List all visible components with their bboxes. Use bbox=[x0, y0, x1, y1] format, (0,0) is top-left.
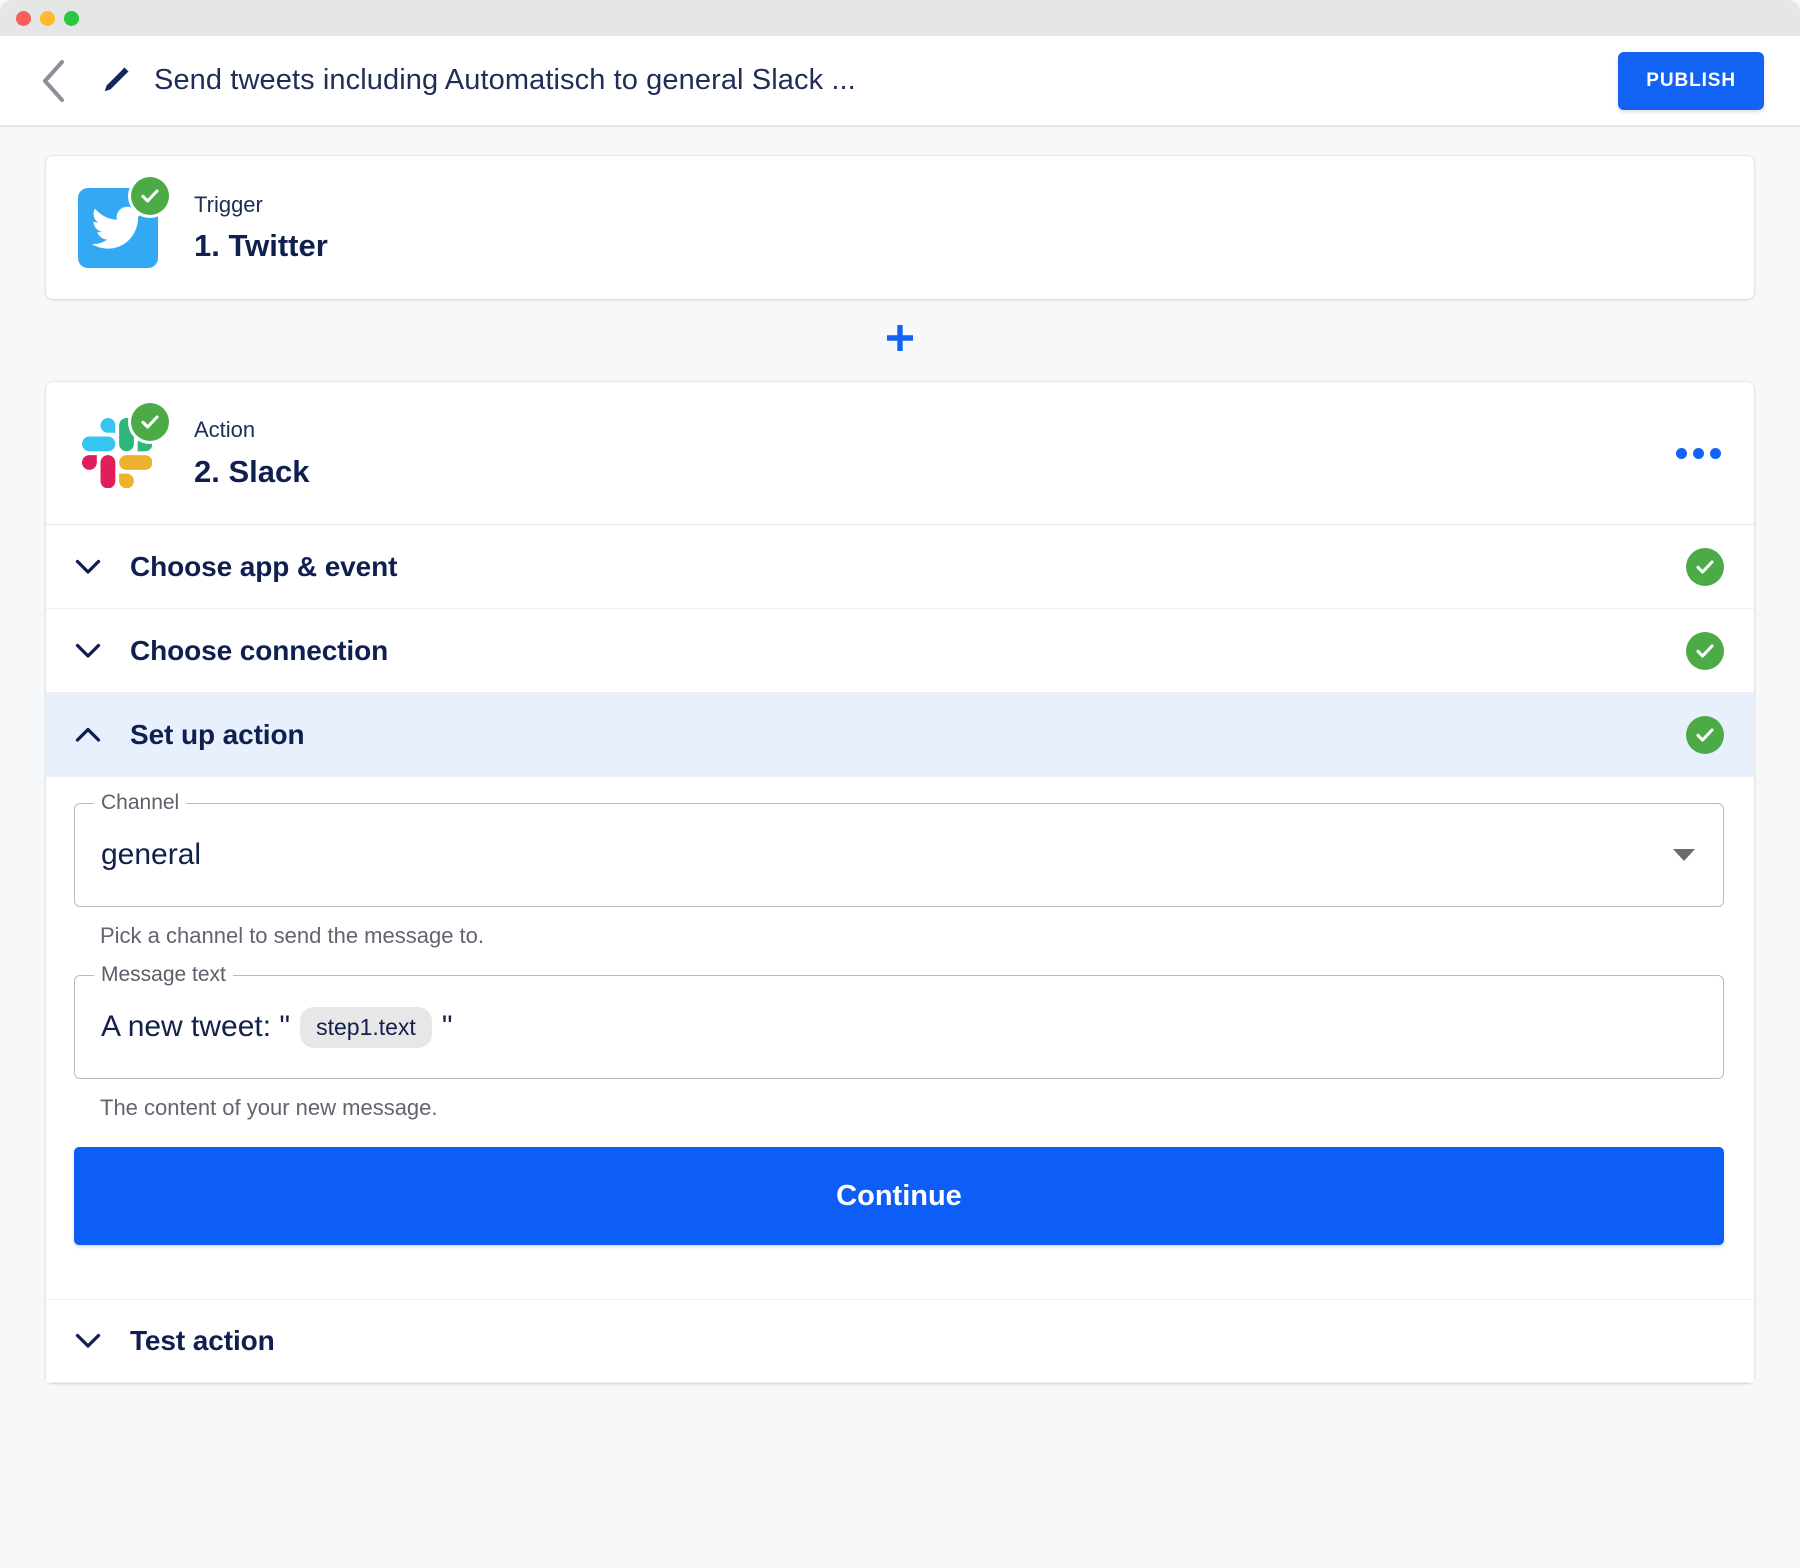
publish-button[interactable]: PUBLISH bbox=[1618, 51, 1764, 110]
check-circle-icon bbox=[1686, 631, 1724, 670]
window-minimize-button[interactable] bbox=[40, 10, 55, 26]
check-circle-icon bbox=[1686, 715, 1724, 754]
action-step-header[interactable]: Action 2. Slack bbox=[46, 382, 1754, 525]
channel-value: general bbox=[101, 838, 202, 871]
pencil-icon[interactable] bbox=[98, 64, 132, 98]
chevron-down-icon bbox=[46, 1333, 130, 1349]
channel-helper-text: Pick a channel to send the message to. bbox=[100, 923, 485, 948]
accordion-choose-connection[interactable]: Choose connection bbox=[46, 609, 1754, 693]
chevron-left-icon bbox=[40, 59, 66, 103]
chevron-down-icon bbox=[46, 559, 130, 575]
message-prefix: A new tweet: " bbox=[101, 1010, 291, 1043]
message-suffix: " bbox=[441, 1010, 453, 1043]
check-circle-icon bbox=[131, 177, 169, 215]
message-text-input[interactable]: Message text A new tweet: " step1.text " bbox=[74, 964, 1724, 1079]
action-app-icon-wrap bbox=[78, 402, 171, 500]
set-up-action-body: Channel general Pick a channel to send t… bbox=[46, 777, 1754, 1299]
accordion-label: Choose app & event bbox=[130, 550, 398, 582]
accordion-label: Set up action bbox=[130, 718, 305, 750]
trigger-step-kind: Trigger bbox=[194, 191, 263, 217]
channel-field-label: Channel bbox=[94, 792, 187, 813]
accordion-label: Test action bbox=[130, 1325, 275, 1356]
slack-icon bbox=[78, 414, 156, 492]
step-connector bbox=[46, 299, 1754, 382]
action-step-kind: Action bbox=[194, 417, 256, 443]
more-menu-button[interactable] bbox=[1672, 431, 1724, 475]
add-step-button[interactable] bbox=[878, 319, 922, 363]
window-titlebar bbox=[0, 0, 1800, 36]
action-step-meta: Action 2. Slack bbox=[194, 416, 1672, 490]
ellipsis-icon bbox=[1675, 447, 1687, 459]
ellipsis-icon bbox=[1692, 447, 1704, 459]
back-button[interactable] bbox=[30, 58, 76, 104]
action-step-card: Action 2. Slack Choose app & event bbox=[46, 382, 1754, 1383]
channel-field-block: Channel general Pick a channel to send t… bbox=[74, 792, 1724, 949]
trigger-step-meta: Trigger 1. Twitter bbox=[194, 191, 328, 265]
chevron-up-icon bbox=[46, 727, 130, 743]
chevron-down-icon bbox=[46, 643, 130, 659]
accordion-label: Choose connection bbox=[130, 634, 389, 666]
check-circle-icon bbox=[131, 402, 169, 441]
channel-select[interactable]: Channel general bbox=[74, 792, 1724, 907]
setup-footer-spacer bbox=[74, 1245, 1724, 1299]
message-field-label: Message text bbox=[94, 964, 233, 985]
check-circle-icon bbox=[1686, 547, 1724, 586]
trigger-step-card[interactable]: Trigger 1. Twitter bbox=[46, 156, 1754, 299]
accordion-choose-app-event[interactable]: Choose app & event bbox=[46, 525, 1754, 609]
message-value: A new tweet: " step1.text " bbox=[101, 1006, 453, 1048]
window-maximize-button[interactable] bbox=[64, 10, 79, 26]
page-title: Send tweets including Automatisch to gen… bbox=[154, 64, 856, 96]
action-step-title: 2. Slack bbox=[194, 453, 310, 489]
dropdown-caret-icon[interactable] bbox=[1673, 849, 1695, 861]
accordion-set-up-action[interactable]: Set up action bbox=[46, 693, 1754, 777]
accordion-test-action[interactable]: Test action bbox=[46, 1299, 1754, 1383]
message-field-block: Message text A new tweet: " step1.text "… bbox=[74, 964, 1724, 1121]
zap-editor-canvas: Trigger 1. Twitter bbox=[0, 127, 1800, 1568]
message-helper-text: The content of your new message. bbox=[100, 1095, 438, 1120]
ellipsis-icon bbox=[1709, 447, 1721, 459]
continue-button[interactable]: Continue bbox=[74, 1147, 1724, 1245]
trigger-step-title: 1. Twitter bbox=[194, 228, 328, 264]
app-header: Send tweets including Automatisch to gen… bbox=[0, 36, 1800, 127]
window-close-button[interactable] bbox=[16, 10, 31, 26]
trigger-app-icon-wrap bbox=[78, 177, 171, 274]
variable-token[interactable]: step1.text bbox=[300, 1006, 432, 1048]
plus-icon bbox=[883, 321, 917, 360]
